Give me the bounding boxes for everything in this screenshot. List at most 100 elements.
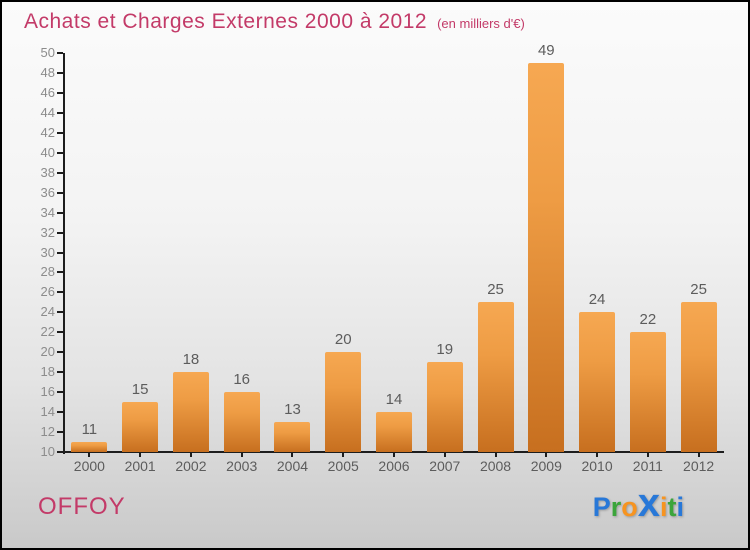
y-tick bbox=[57, 171, 63, 174]
y-tick-label: 12 bbox=[40, 424, 55, 440]
bar-2007 bbox=[426, 362, 463, 452]
bar-value-2007: 19 bbox=[436, 341, 454, 359]
y-tick bbox=[57, 231, 63, 234]
y-tick-label: 30 bbox=[40, 244, 55, 260]
y-tick-label: 48 bbox=[40, 64, 55, 80]
bar-value-2004: 13 bbox=[284, 401, 301, 419]
bar-2005 bbox=[325, 352, 362, 452]
bar-2012 bbox=[680, 302, 717, 452]
bar-value-2010: 24 bbox=[588, 291, 606, 309]
x-tick bbox=[88, 453, 91, 457]
y-tick bbox=[57, 211, 63, 214]
y-tick-label: 42 bbox=[40, 124, 55, 140]
x-label-2004: 2004 bbox=[276, 458, 309, 474]
y-tick bbox=[57, 91, 63, 94]
x-tick bbox=[596, 453, 599, 457]
bar-2009 bbox=[528, 62, 565, 452]
y-tick bbox=[57, 391, 63, 394]
logo-letter-3: x bbox=[637, 481, 660, 525]
y-tick-label: 40 bbox=[40, 144, 55, 160]
x-label-2000: 2000 bbox=[73, 458, 105, 474]
x-tick bbox=[342, 453, 345, 457]
x-tick bbox=[545, 453, 548, 457]
x-label-2005: 2005 bbox=[327, 458, 359, 474]
logo-letter-2: o bbox=[621, 492, 638, 522]
y-tick bbox=[57, 291, 63, 294]
bar-2002 bbox=[172, 372, 209, 452]
x-label-2008: 2008 bbox=[479, 458, 512, 474]
x-label-2010: 2010 bbox=[581, 458, 613, 474]
y-tick bbox=[57, 191, 63, 194]
bar-value-2006: 14 bbox=[385, 391, 403, 409]
y-tick-label: 36 bbox=[40, 184, 55, 200]
logo-letter-6: i bbox=[676, 492, 684, 522]
x-tick bbox=[291, 453, 294, 457]
y-tick-label: 46 bbox=[40, 84, 55, 100]
y-tick-label: 34 bbox=[40, 204, 55, 220]
y-tick-label: 14 bbox=[40, 404, 55, 420]
y-tick bbox=[57, 451, 63, 453]
y-tick bbox=[57, 71, 63, 74]
y-tick bbox=[57, 331, 63, 334]
y-axis-line bbox=[63, 53, 65, 454]
logo-letter-5: t bbox=[667, 492, 677, 522]
x-tick bbox=[646, 453, 649, 457]
x-tick bbox=[697, 453, 700, 457]
y-tick bbox=[57, 431, 63, 434]
y-tick-label: 18 bbox=[40, 364, 55, 380]
chart-subtitle: (en milliers d'€) bbox=[437, 16, 525, 31]
bar-value-2009: 49 bbox=[537, 41, 555, 59]
x-tick bbox=[494, 453, 497, 457]
bar-value-2008: 25 bbox=[487, 281, 504, 299]
bar-2010 bbox=[579, 312, 616, 452]
x-tick bbox=[189, 453, 192, 457]
y-tick bbox=[57, 311, 63, 314]
chart-title: Achats et Charges Externes 2000 à 2012 bbox=[24, 10, 428, 33]
bar-value-2011: 22 bbox=[639, 311, 657, 329]
x-label-2009: 2009 bbox=[530, 458, 562, 474]
bar-value-2012: 25 bbox=[690, 281, 707, 299]
x-label-2011: 2011 bbox=[632, 458, 663, 474]
bar-2004 bbox=[274, 422, 311, 452]
x-tick bbox=[393, 453, 395, 457]
bar-2011 bbox=[629, 332, 666, 452]
x-tick bbox=[139, 453, 142, 457]
bar-value-2002: 18 bbox=[182, 351, 200, 369]
bar-2008 bbox=[477, 302, 514, 452]
title-row: Achats et Charges Externes 2000 à 2012 (… bbox=[24, 10, 525, 34]
y-tick-label: 26 bbox=[40, 284, 55, 300]
y-tick bbox=[57, 271, 63, 274]
x-tick bbox=[240, 453, 243, 457]
x-label-2001: 2001 bbox=[124, 458, 156, 474]
x-label-2003: 2003 bbox=[226, 458, 258, 474]
logo-letter-1: r bbox=[610, 492, 622, 522]
y-tick-label: 44 bbox=[40, 104, 55, 120]
y-tick bbox=[57, 151, 63, 154]
bar-2000 bbox=[71, 442, 108, 452]
y-tick-label: 24 bbox=[40, 304, 55, 320]
bar-value-2000: 11 bbox=[81, 421, 98, 439]
y-tick-label: 38 bbox=[40, 164, 55, 180]
bar-value-2005: 20 bbox=[334, 331, 352, 349]
y-tick-label: 50 bbox=[40, 45, 55, 60]
bar-2003 bbox=[223, 392, 260, 452]
bar-value-2001: 15 bbox=[131, 381, 149, 399]
x-label-2002: 2002 bbox=[175, 458, 207, 474]
y-tick bbox=[57, 371, 63, 374]
x-axis-line bbox=[63, 451, 724, 453]
x-label-2012: 2012 bbox=[683, 458, 715, 474]
y-tick bbox=[57, 351, 63, 354]
logo-letter-0: P bbox=[592, 492, 611, 522]
y-tick bbox=[57, 251, 63, 254]
bar-2001 bbox=[122, 402, 159, 452]
y-tick bbox=[57, 111, 63, 114]
y-tick-label: 32 bbox=[40, 224, 55, 240]
y-tick-label: 16 bbox=[40, 384, 55, 400]
x-tick bbox=[443, 453, 446, 457]
company-label: OFFOY bbox=[38, 493, 126, 520]
y-tick-label: 22 bbox=[40, 324, 55, 340]
bar-2006 bbox=[376, 412, 412, 452]
